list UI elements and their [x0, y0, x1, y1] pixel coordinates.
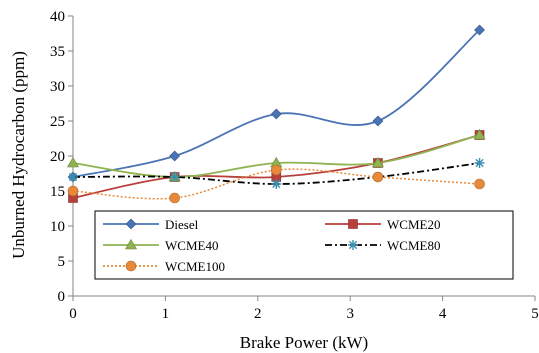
series-wcme80: [68, 158, 485, 189]
y-tick-label: 15: [50, 184, 65, 200]
data-point-wcme100: [67, 185, 79, 197]
series-layer: [66, 24, 486, 204]
legend: Diesel WCME20 WCME40 WCME80 WCME100: [94, 210, 514, 280]
legend-marker-diesel: [125, 218, 137, 230]
data-point-diesel: [372, 115, 384, 127]
legend-marker-wcme100: [125, 260, 137, 272]
asterisk-stroke: [272, 179, 281, 189]
data-point-wcme40: [371, 156, 384, 168]
data-point-wcme80: [271, 179, 282, 189]
x-tick-label: 0: [69, 306, 77, 322]
legend-marker-wcme80: [348, 240, 358, 250]
legend-item-wcme80: WCME80: [325, 238, 440, 253]
legend-marker-wcme20: [348, 219, 358, 229]
asterisk-stroke: [348, 240, 358, 250]
y-axis-title-group: Unburned Hydrocarbon (ppm): [9, 51, 28, 259]
y-tick-label: 0: [58, 289, 66, 305]
data-point-wcme80: [68, 172, 78, 182]
data-point-wcme40: [473, 128, 486, 140]
data-point-wcme100: [372, 171, 384, 183]
y-tick-label: 10: [50, 219, 65, 235]
asterisk-stroke: [475, 158, 484, 168]
series-line-diesel: [72, 29, 481, 178]
legend-item-diesel: Diesel: [103, 217, 199, 232]
legend-label-wcme100: WCME100: [165, 259, 225, 274]
legend-label-wcme20: WCME20: [387, 217, 440, 232]
data-point-diesel: [169, 150, 181, 162]
y-axis-title: Unburned Hydrocarbon (ppm): [9, 51, 28, 259]
legend-label-wcme40: WCME40: [165, 238, 218, 253]
y-tick-label: 35: [50, 44, 65, 60]
legend-label-wcme80: WCME80: [387, 238, 440, 253]
y-tick-label: 30: [50, 79, 65, 95]
y-tick-label: 20: [50, 149, 65, 165]
x-tick-label: 3: [346, 306, 354, 322]
x-tick-label: 4: [439, 306, 447, 322]
y-tick-label: 5: [58, 254, 66, 270]
series-wcme100: [67, 164, 485, 204]
y-tick-label: 25: [50, 114, 65, 130]
asterisk-stroke: [68, 172, 78, 182]
data-point-wcme40: [66, 156, 80, 168]
legend-box: [94, 210, 514, 280]
legend-item-wcme100: WCME100: [103, 259, 225, 274]
legend-marker-wcme40: [124, 238, 138, 250]
data-point-wcme80: [474, 158, 485, 168]
x-tick-label: 2: [254, 306, 262, 322]
data-point-diesel: [474, 24, 485, 36]
asterisk-stroke: [170, 172, 179, 182]
y-tick-label: 40: [50, 9, 65, 25]
legend-label-diesel: Diesel: [165, 217, 199, 232]
legend-item-wcme40: WCME40: [103, 238, 218, 253]
axes: 0 5 10 15 20 25 30 35 40 0 1 2 3 4 5: [50, 9, 539, 322]
data-point-wcme100: [474, 178, 485, 190]
data-point-wcme100: [169, 192, 180, 204]
data-point-wcme100: [270, 164, 282, 176]
x-tick-label: 1: [162, 306, 170, 322]
data-point-diesel: [270, 108, 282, 120]
x-axis-title: Brake Power (kW): [240, 333, 368, 352]
data-point-wcme80: [169, 172, 180, 182]
x-tick-label: 5: [531, 306, 539, 322]
legend-item-wcme20: WCME20: [325, 217, 440, 232]
